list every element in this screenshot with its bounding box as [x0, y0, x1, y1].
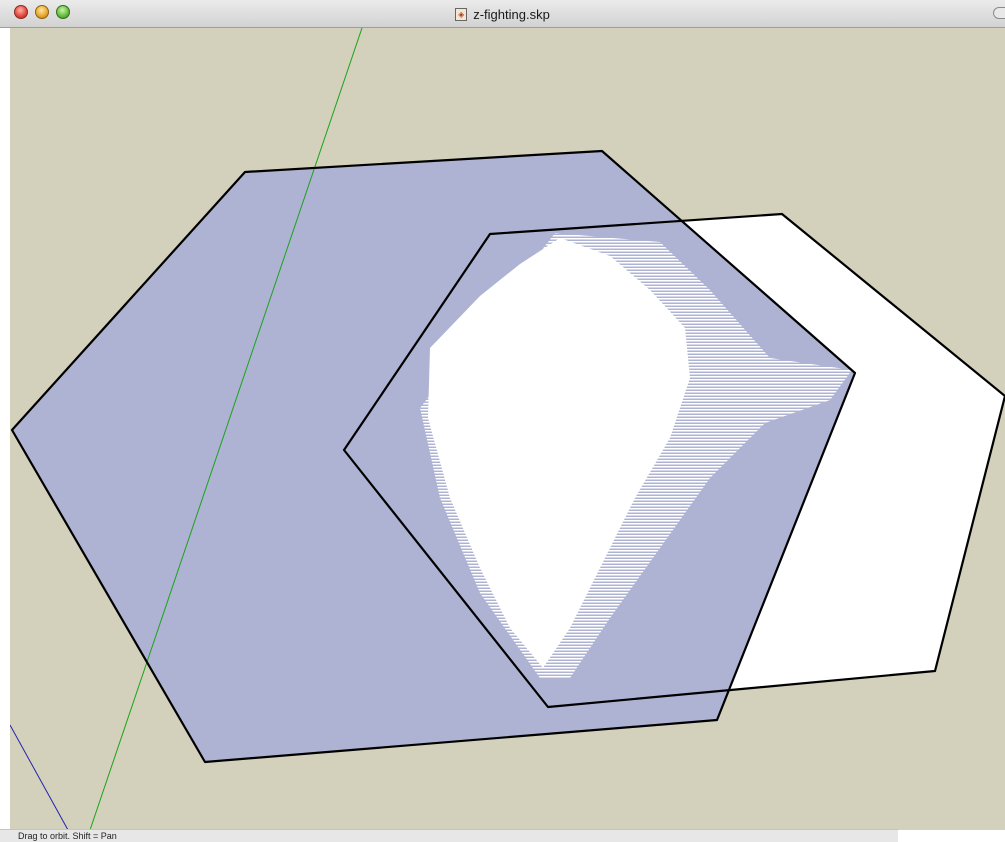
- window-title: z-fighting.skp: [473, 6, 550, 22]
- window-left-edge: [0, 28, 10, 830]
- close-icon[interactable]: [14, 5, 28, 19]
- status-bar: Drag to orbit. Shift = Pan: [0, 829, 898, 842]
- blue-axis-line: [10, 724, 69, 830]
- model-canvas[interactable]: [10, 28, 1005, 830]
- drawing-viewport[interactable]: [10, 28, 1005, 830]
- minimize-icon[interactable]: [35, 5, 49, 19]
- toolbar-toggle-button[interactable]: [993, 7, 1005, 19]
- z-fighting-core: [428, 238, 690, 668]
- title-bar[interactable]: ◈ z-fighting.skp: [0, 0, 1005, 28]
- status-hint-text: Drag to orbit. Shift = Pan: [18, 831, 117, 841]
- zoom-icon[interactable]: [56, 5, 70, 19]
- small-hexagon-edges[interactable]: [342, 212, 1005, 709]
- large-hexagon-edges[interactable]: [10, 149, 857, 764]
- green-axis-line: [89, 28, 363, 830]
- skp-file-icon: ◈: [455, 7, 468, 21]
- window-title-group: ◈ z-fighting.skp: [0, 0, 1005, 28]
